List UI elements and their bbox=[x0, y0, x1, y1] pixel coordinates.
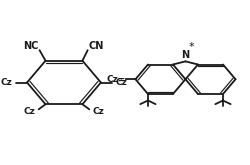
Text: Cz: Cz bbox=[116, 78, 127, 87]
Text: Cz=: Cz= bbox=[106, 75, 126, 84]
Text: *: * bbox=[188, 42, 194, 52]
Text: N: N bbox=[182, 50, 190, 60]
Text: Cz: Cz bbox=[92, 107, 104, 116]
Text: CN: CN bbox=[88, 41, 104, 51]
Text: Cz: Cz bbox=[24, 107, 36, 116]
Text: Cz: Cz bbox=[1, 78, 12, 87]
Text: NC: NC bbox=[23, 41, 38, 51]
